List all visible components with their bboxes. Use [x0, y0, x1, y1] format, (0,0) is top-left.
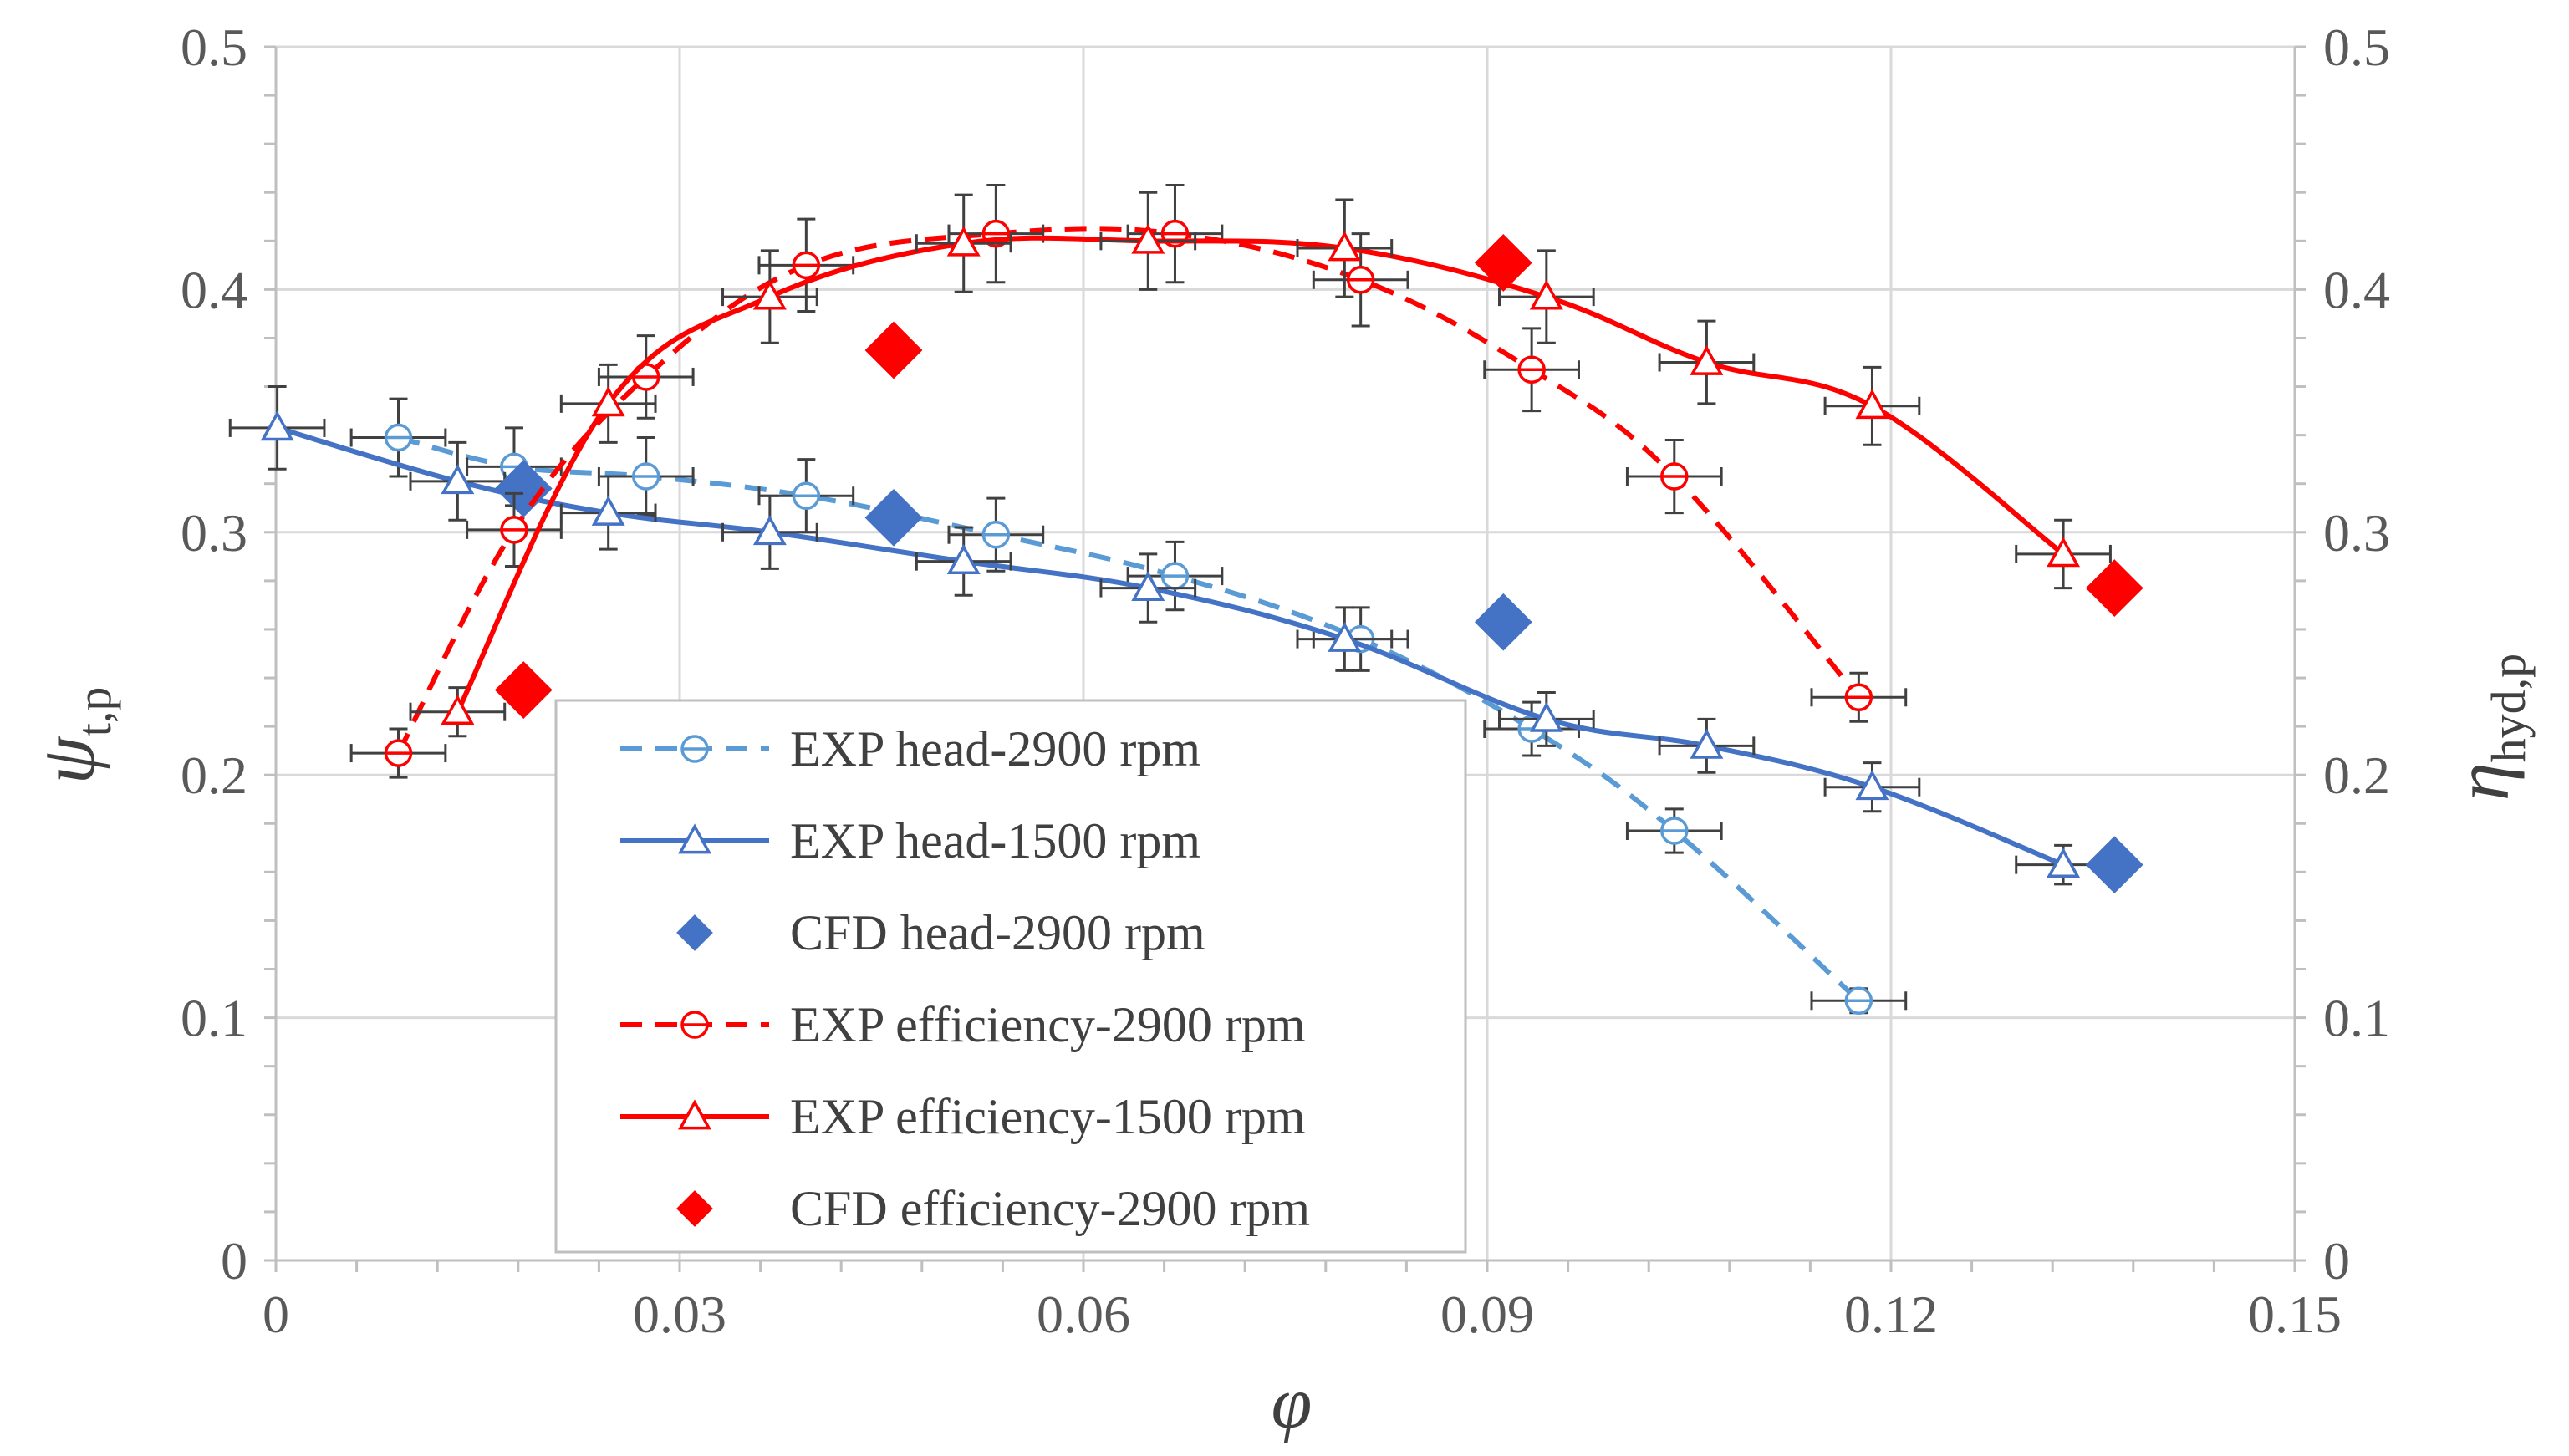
y-tick-label-left: 0.3 — [181, 503, 247, 563]
data-point — [1474, 593, 1532, 651]
legend-marker — [678, 1099, 711, 1130]
legend-box — [554, 699, 1467, 1254]
y-axis-title-right: ηhyd,p — [2439, 654, 2536, 801]
y-tick-label-right: 0.4 — [2323, 260, 2390, 319]
data-point — [2047, 848, 2081, 878]
data-point — [260, 410, 294, 441]
data-point — [1690, 728, 1724, 759]
legend-entry-2: CFD head-2900 rpm — [676, 905, 1205, 960]
series-2 — [494, 460, 2143, 894]
y-axis-title-right-main: η — [2439, 762, 2525, 801]
legend: EXP head-2900 rpm EXP head-1500 rpm CFD he… — [554, 699, 1467, 1254]
legend-entry-1: EXP head-1500 rpm — [620, 813, 1200, 868]
y-tick-label-right: 0.3 — [2323, 503, 2390, 563]
y-tick-label-left: 0 — [221, 1231, 247, 1291]
data-point — [1131, 570, 1165, 601]
data-point — [591, 386, 625, 417]
legend-label: EXP head-2900 rpm — [790, 721, 1200, 776]
y-tick-label-left: 0.2 — [181, 746, 247, 805]
data-point — [1529, 701, 1563, 732]
data-point — [494, 460, 553, 517]
x-tick-label: 0.06 — [1037, 1285, 1130, 1344]
svg-text:ηhyd,p: ηhyd,p — [2439, 654, 2536, 801]
data-point — [441, 695, 475, 725]
data-point — [752, 515, 787, 546]
y-axis-title-left-sub: t,p — [67, 687, 121, 737]
y-axis-title-left-main: ψ — [25, 735, 110, 784]
data-point — [864, 321, 923, 379]
data-point — [1855, 389, 1889, 420]
legend-label: CFD efficiency-2900 rpm — [790, 1181, 1310, 1236]
data-point — [2047, 537, 2081, 568]
data-point — [1690, 344, 1724, 375]
series-5 — [494, 234, 2143, 719]
series-1 — [228, 385, 2112, 886]
data-point — [1474, 234, 1532, 292]
x-tick-label: 0.03 — [633, 1285, 726, 1344]
legend-entry-3: EXP efficiency-2900 rpm — [620, 997, 1306, 1052]
series-4 — [409, 191, 2112, 738]
data-point — [752, 279, 787, 310]
legend-entry-5: CFD efficiency-2900 rpm — [676, 1181, 1310, 1236]
y-tick-label-left: 0.4 — [181, 260, 247, 319]
x-tick-label: 0.12 — [1844, 1285, 1938, 1344]
data-point — [1855, 770, 1889, 801]
y-tick-label-right: 0 — [2323, 1231, 2350, 1291]
y-tick-label-right: 0.5 — [2323, 18, 2390, 77]
legend-label: EXP efficiency-1500 rpm — [790, 1089, 1306, 1144]
data-point — [946, 226, 981, 257]
data-point — [2085, 836, 2143, 894]
legend-marker — [678, 823, 711, 854]
y-tick-label-right: 0.2 — [2323, 746, 2390, 805]
x-tick-label: 0 — [263, 1285, 289, 1344]
data-point — [1131, 223, 1165, 254]
legend-label: CFD head-2900 rpm — [790, 905, 1205, 960]
y-axis-title-right-sub: hyd,p — [2481, 654, 2536, 763]
data-point — [494, 661, 553, 719]
legend-marker — [676, 914, 713, 951]
series-line — [455, 235, 2065, 714]
legend-marker — [676, 1190, 713, 1227]
y-tick-label-left: 0.5 — [181, 18, 247, 77]
data-point — [946, 544, 981, 574]
series-line — [397, 435, 1861, 1003]
data-point — [1328, 231, 1362, 262]
data-point — [2085, 559, 2143, 618]
data-point — [591, 495, 625, 526]
svg-text:ψt,p: ψt,p — [25, 687, 121, 785]
legend-entry-0: EXP head-2900 rpm — [620, 721, 1200, 776]
x-axis-title: φ — [1272, 1363, 1313, 1444]
data-point — [864, 488, 923, 547]
series-line — [395, 226, 1861, 755]
legend-label: EXP efficiency-2900 rpm — [790, 997, 1306, 1052]
series-3 — [349, 184, 1908, 779]
series-line — [276, 425, 2065, 868]
y-axis-title-left: ψt,p — [25, 687, 121, 785]
y-tick-label-left: 0.1 — [181, 989, 247, 1048]
legend-entry-4: EXP efficiency-1500 rpm — [620, 1089, 1306, 1144]
tick-label-layer: 0 0.03 0.06 0.09 0.12 0.150 00.1 0.10.2 0.20.3 0.… — [181, 18, 2390, 1344]
legend-label: EXP head-1500 rpm — [790, 813, 1200, 868]
y-tick-label-right: 0.1 — [2323, 989, 2390, 1048]
data-point — [1328, 621, 1362, 652]
data-point — [441, 464, 475, 495]
x-tick-label: 0.15 — [2248, 1285, 2342, 1344]
x-tick-label: 0.09 — [1440, 1285, 1534, 1344]
data-point — [1529, 279, 1563, 310]
series-layer — [228, 184, 2143, 1016]
